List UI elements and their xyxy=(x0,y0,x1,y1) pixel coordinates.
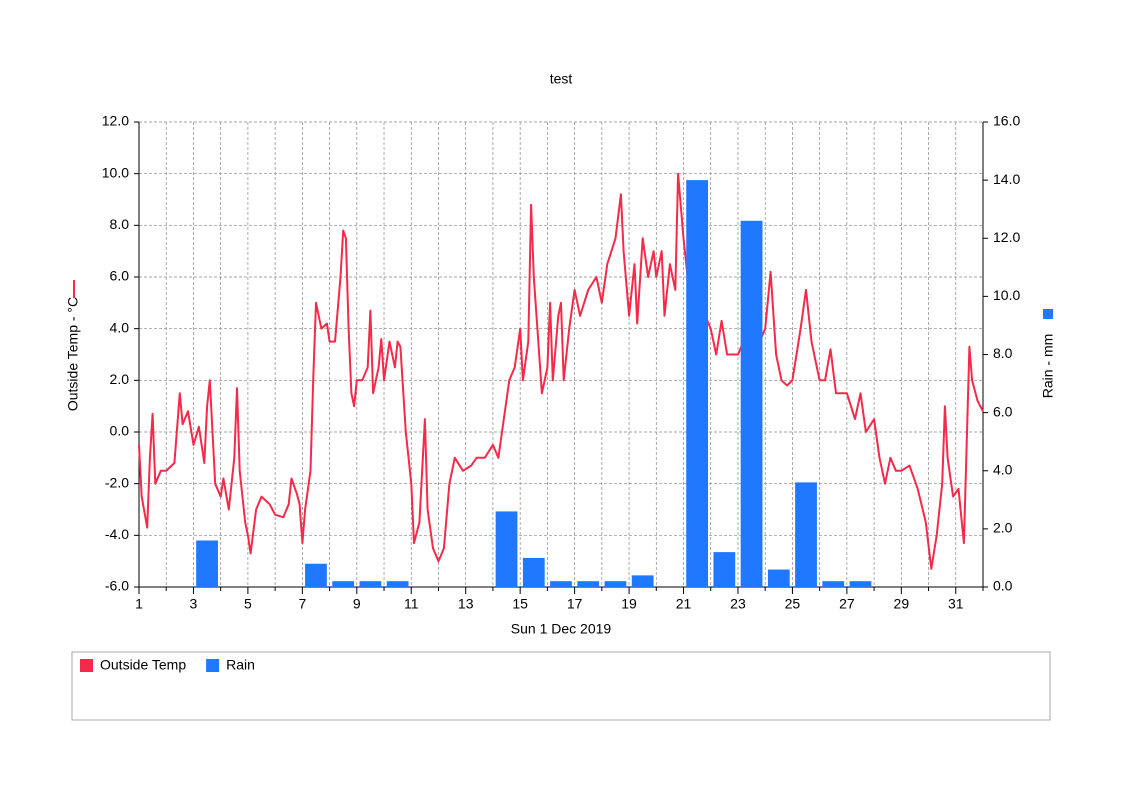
rain-bar xyxy=(767,569,790,587)
y-tick-label: -2.0 xyxy=(105,474,129,490)
y-tick-label: 0.0 xyxy=(110,423,130,439)
legend-label: Rain xyxy=(226,657,255,673)
y-tick-label: 2.0 xyxy=(110,371,130,387)
rain-bar xyxy=(577,581,600,587)
legend-box xyxy=(71,651,1051,721)
legend-swatch xyxy=(80,659,93,672)
rain-bar xyxy=(332,581,355,587)
x-tick-label: 3 xyxy=(190,596,198,612)
rain-bar xyxy=(713,552,736,587)
x-tick-label: 15 xyxy=(512,596,528,612)
rain-bar xyxy=(305,563,327,587)
x-tick-label: 7 xyxy=(298,596,306,612)
y2-tick-label: 8.0 xyxy=(993,345,1013,361)
y2-tick-label: 0.0 xyxy=(993,578,1013,594)
y2-tick-label: 2.0 xyxy=(993,520,1013,536)
y-tick-label: 4.0 xyxy=(110,319,130,335)
y2-tick-label: 16.0 xyxy=(993,113,1020,129)
temp-line xyxy=(138,172,984,570)
x-tick-label: 17 xyxy=(567,596,583,612)
y2-tick-label: 12.0 xyxy=(993,229,1020,245)
x-tick-label: 9 xyxy=(353,596,361,612)
rain-bar xyxy=(822,581,845,587)
rain-bar xyxy=(631,575,654,587)
x-tick-label: 27 xyxy=(839,596,855,612)
chart-title: test xyxy=(550,71,573,87)
rain-bar xyxy=(495,511,518,587)
rain-bar xyxy=(550,581,572,587)
rain-bar xyxy=(849,581,872,587)
y2-axis-title: Rain - mm xyxy=(1040,334,1056,399)
rain-bar xyxy=(522,557,545,587)
x-tick-label: 23 xyxy=(730,596,746,612)
y2-axis-key xyxy=(1043,309,1053,319)
x-tick-label: 19 xyxy=(621,596,637,612)
y-tick-label: 12.0 xyxy=(102,113,129,129)
rain-bar xyxy=(196,540,218,587)
x-tick-label: 29 xyxy=(894,596,910,612)
y-tick-label: 6.0 xyxy=(110,268,130,284)
x-tick-label: 5 xyxy=(244,596,252,612)
x-tick-label: 21 xyxy=(676,596,692,612)
rain-bar xyxy=(604,581,627,587)
rain-bar xyxy=(386,581,409,587)
x-tick-label: 25 xyxy=(785,596,801,612)
y-tick-label: 10.0 xyxy=(102,164,129,180)
rain-bar xyxy=(740,220,763,587)
x-tick-label: 11 xyxy=(404,596,419,612)
legend-label: Outside Temp xyxy=(100,657,186,673)
y2-tick-label: 14.0 xyxy=(993,171,1020,187)
y-tick-label: -6.0 xyxy=(105,578,129,594)
legend-swatch xyxy=(206,659,220,672)
x-tick-label: 1 xyxy=(135,596,143,612)
x-tick-label: 13 xyxy=(458,596,474,612)
rain-bar xyxy=(686,180,709,587)
y2-tick-label: 10.0 xyxy=(993,287,1020,303)
rain-bar xyxy=(359,581,382,587)
y-axis-title: Outside Temp - °C xyxy=(65,297,81,411)
y2-tick-label: 6.0 xyxy=(993,403,1013,419)
x-tick-label: 31 xyxy=(948,596,964,612)
rain-bar xyxy=(795,482,817,587)
x-axis-title: Sun 1 Dec 2019 xyxy=(511,621,612,637)
y-tick-label: -4.0 xyxy=(105,526,129,542)
y2-tick-label: 4.0 xyxy=(993,461,1013,477)
y-tick-label: 8.0 xyxy=(110,216,130,232)
